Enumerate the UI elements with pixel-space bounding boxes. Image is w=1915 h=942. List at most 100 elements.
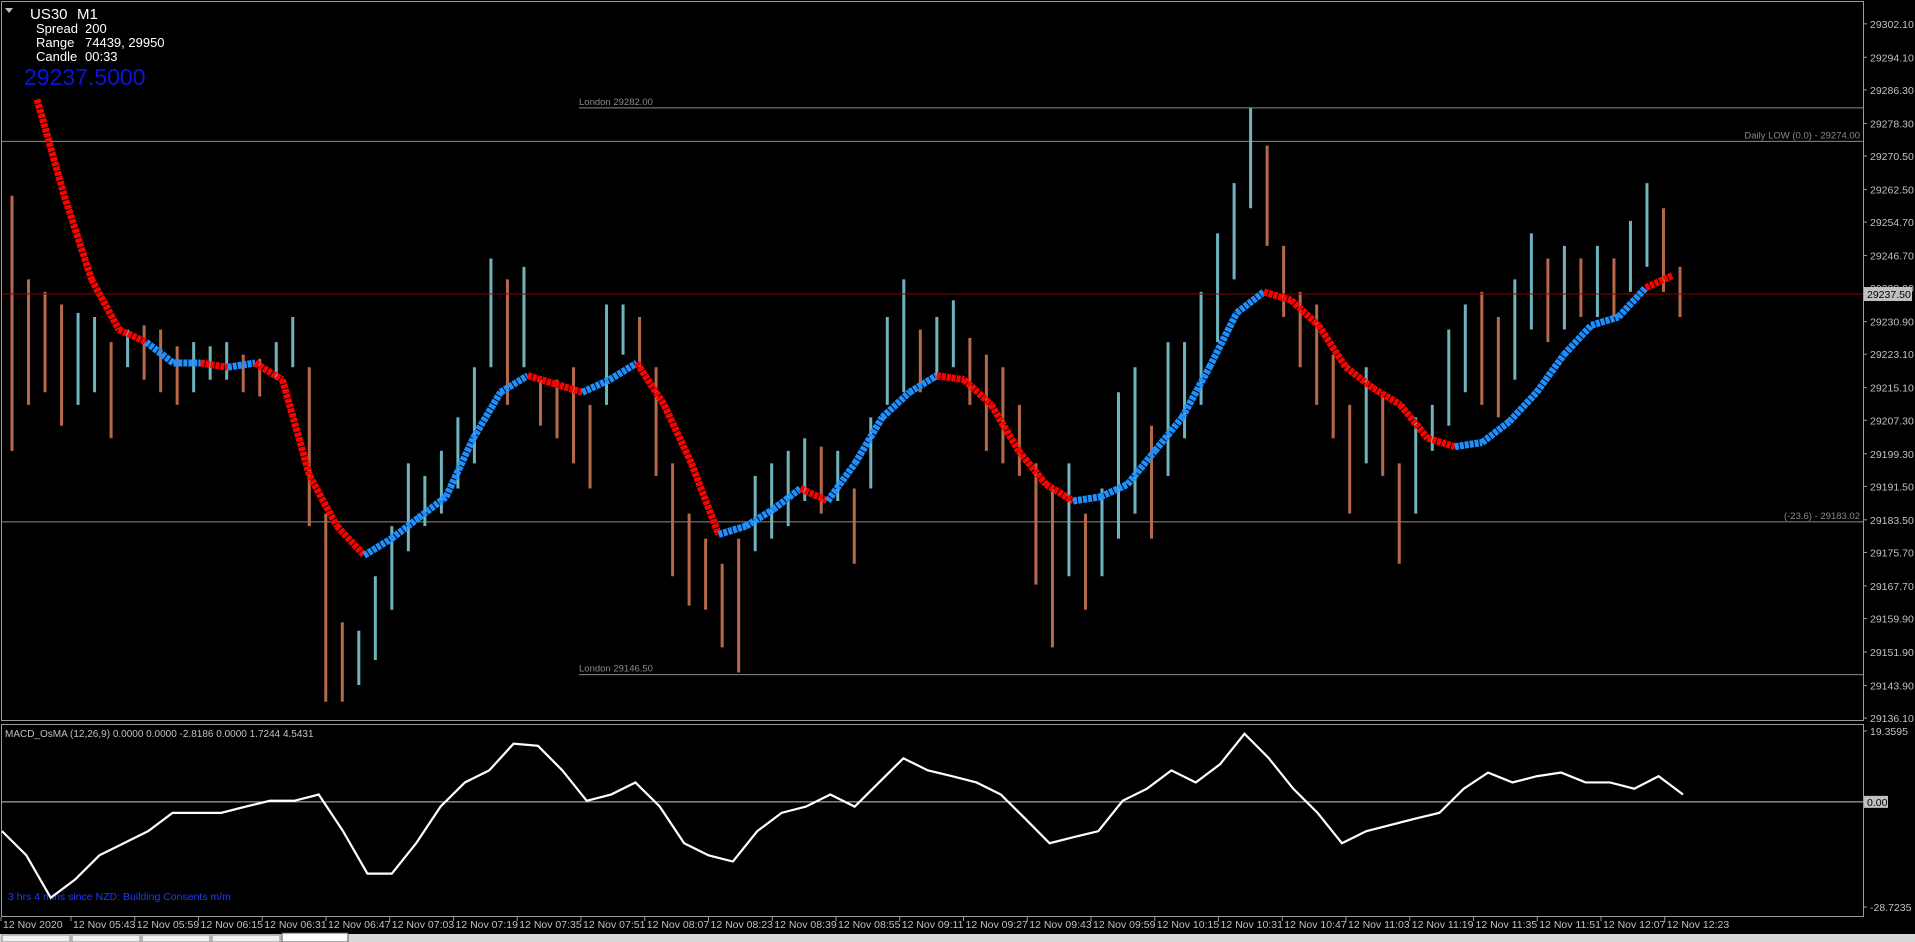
- trend-segment: [1454, 439, 1483, 451]
- y-tick-label: 29286.30: [1870, 85, 1914, 97]
- y-tick-label: 29302.10: [1870, 19, 1914, 31]
- trend-segment: [1426, 434, 1456, 450]
- trend-segment: [227, 359, 256, 371]
- trend-segment: [1590, 313, 1620, 329]
- trend-segment: [88, 277, 122, 332]
- y-tick-label: 29159.90: [1870, 614, 1914, 626]
- x-tick-label: 12 Nov 05:59: [137, 919, 200, 931]
- y-tick-label: 29262.50: [1870, 184, 1914, 196]
- trend-segment: [1098, 481, 1130, 501]
- x-tick-label: 12 Nov 08:23: [711, 919, 774, 931]
- trend-segment: [470, 390, 504, 441]
- trend-segment: [1615, 285, 1649, 320]
- x-tick-label: 12 Nov 08:07: [647, 919, 710, 931]
- y-tick-label: 29270.50: [1870, 151, 1914, 163]
- spread-label: Spread: [36, 21, 78, 36]
- macd-title: MACD_OsMA (12,26,9) 0.0000 0.0000 -2.818…: [5, 729, 314, 740]
- y-tick-label: 0.00: [1867, 797, 1888, 809]
- x-tick-label: 12 Nov 12:07: [1603, 919, 1666, 931]
- candle-timer: 00:33: [85, 49, 118, 64]
- trend-segment: [253, 360, 285, 383]
- trend-segment: [1288, 297, 1321, 328]
- y-tick-label: 29183.50: [1870, 515, 1914, 527]
- main-panel-frame: [1, 1, 1864, 721]
- menu-arrow[interactable]: [5, 8, 13, 13]
- y-tick-label: 29278.30: [1870, 118, 1914, 130]
- trend-segment: [660, 403, 695, 465]
- level-label: Daily LOW (0.0) - 29274.00: [1744, 130, 1860, 141]
- current-price-box: [1864, 287, 1912, 302]
- x-tick-label: 12 Nov 09:43: [1029, 919, 1092, 931]
- level-label: London 29146.50: [579, 664, 653, 675]
- macd-line: [1, 732, 1684, 900]
- trend-segment: [879, 389, 912, 420]
- y-tick-label: -28.7235: [1870, 902, 1912, 914]
- y-tick-label: 19.3595: [1870, 726, 1908, 738]
- level-label: (-23.6) - 29183.02: [1784, 511, 1860, 522]
- tab[interactable]: [141, 934, 211, 942]
- x-tick-label: 12 Nov 2020: [3, 919, 63, 931]
- tab[interactable]: [71, 934, 141, 942]
- trend-segment: [907, 372, 939, 396]
- x-tick-label: 12 Nov 11:19: [1412, 919, 1474, 931]
- trend-segment: [1644, 272, 1675, 291]
- trend-segment: [143, 339, 176, 366]
- x-tick-label: 12 Nov 12:23: [1667, 919, 1730, 931]
- y-tick-label: 29294.10: [1870, 52, 1914, 64]
- trend-segment: [334, 523, 367, 558]
- x-tick-label: 12 Nov 10:31: [1221, 919, 1284, 931]
- tab[interactable]: [1, 934, 71, 942]
- y-tick-label: 29175.70: [1870, 547, 1914, 559]
- trend-segment: [117, 326, 148, 346]
- tab-strip: [0, 934, 1915, 942]
- y-tick-label: 29207.30: [1870, 415, 1914, 427]
- trend-segment: [688, 462, 722, 536]
- trend-segment: [771, 485, 803, 513]
- trend-segment: [60, 194, 95, 281]
- y-tick-label: 29191.50: [1870, 481, 1914, 493]
- range: 74439, 29950: [85, 35, 165, 50]
- trend-segment: [1206, 311, 1240, 369]
- x-tick-label: 12 Nov 06:15: [201, 919, 264, 931]
- zero-box: [1864, 795, 1888, 808]
- trend-segment: [442, 436, 477, 499]
- trend-segment: [744, 506, 776, 530]
- y-tick-label: 29254.70: [1870, 217, 1914, 229]
- trend-segment: [607, 360, 639, 383]
- trend-segment: [988, 403, 1022, 453]
- trend-segment: [961, 377, 994, 408]
- trend-segment: [799, 485, 830, 505]
- trend-segment: [389, 514, 421, 542]
- x-tick-label: 12 Nov 06:31: [264, 919, 327, 931]
- trend-segment: [554, 380, 584, 396]
- trend-segment: [1262, 288, 1293, 304]
- trend-segment: [526, 372, 557, 388]
- trend-segment: [936, 372, 965, 384]
- trend-segment: [851, 415, 886, 466]
- trend-segment: [306, 474, 341, 528]
- y-tick-label: 29143.90: [1870, 680, 1914, 692]
- news-line: 3 hrs 4 mins since NZD: Building Consent…: [8, 891, 231, 903]
- trend-segment: [1397, 402, 1431, 441]
- symbol: US30: [30, 6, 68, 23]
- y-tick-label: 29151.90: [1870, 647, 1914, 659]
- trend-segment: [1371, 385, 1403, 408]
- trend-segment: [1315, 323, 1349, 370]
- x-tick-label: 12 Nov 08:55: [838, 919, 901, 931]
- tab-active[interactable]: [281, 932, 349, 942]
- trend-segment: [1124, 448, 1158, 487]
- trend-segment: [1072, 493, 1101, 505]
- y-tick-label: 29223.10: [1870, 349, 1914, 361]
- y-tick-label: 29215.10: [1870, 383, 1914, 395]
- level-label: London 29282.00: [579, 97, 653, 108]
- tab[interactable]: [211, 934, 281, 942]
- x-tick-label: 12 Nov 07:51: [583, 919, 646, 931]
- bid-price: 29237.5000: [24, 64, 146, 90]
- x-tick-label: 12 Nov 10:47: [1284, 919, 1347, 931]
- trend-segment: [1234, 289, 1267, 316]
- trend-segment: [1533, 352, 1567, 395]
- trend-segment: [1480, 418, 1512, 446]
- x-tick-label: 12 Nov 07:35: [519, 919, 582, 931]
